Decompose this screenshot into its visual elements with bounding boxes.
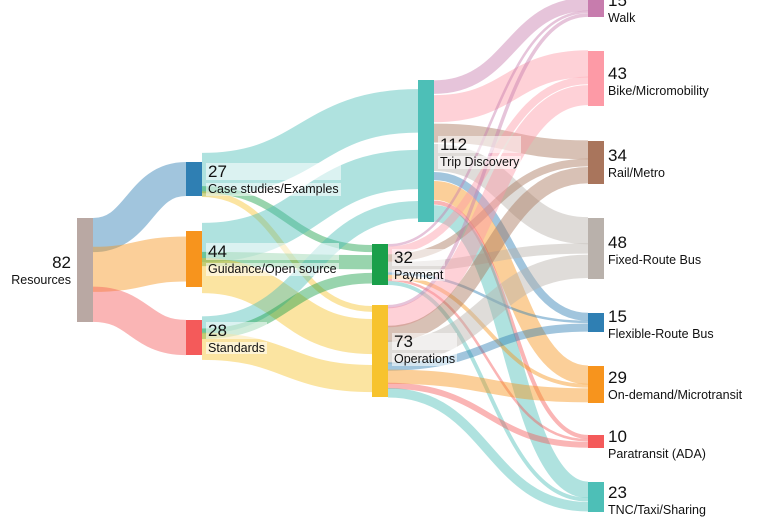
node-name: Bike/Micromobility	[608, 84, 709, 98]
node-bar-fixed[interactable]	[588, 218, 604, 279]
node-name: Trip Discovery	[438, 155, 522, 169]
sankey-link-trip-tnc	[432, 205, 590, 499]
node-name: Flexible-Route Bus	[608, 327, 714, 341]
node-label-fixed: 48 Fixed-Route Bus	[608, 234, 701, 267]
node-bar-trip[interactable]	[418, 80, 434, 222]
node-value: 34	[608, 146, 627, 165]
node-bar-ondemand[interactable]	[588, 366, 604, 403]
sankey-link-trip-walk	[433, 0, 589, 94]
node-bar-rail[interactable]	[588, 141, 604, 184]
node-name: Rail/Metro	[608, 166, 665, 180]
node-bar-bike[interactable]	[588, 51, 604, 106]
sankey-link-operations-bike	[387, 85, 589, 328]
node-bar-payment[interactable]	[372, 244, 388, 285]
node-value: 23	[608, 483, 627, 502]
sankey-link-resources-guidance	[92, 236, 187, 292]
sankey-link-trip-bike	[433, 50, 589, 123]
sankey-link-guidance-trip	[201, 149, 419, 263]
node-label-trip: 112 Trip Discovery	[438, 136, 522, 169]
sankey-link-resources-case	[91, 161, 188, 253]
node-bar-case[interactable]	[186, 162, 202, 196]
sankey-link-payment-para	[387, 278, 589, 442]
node-bar-standards[interactable]	[186, 320, 202, 355]
node-label-standards: 28 Standards	[206, 321, 267, 355]
sankey-link-trip-flex	[433, 172, 589, 321]
node-name: Payment	[392, 267, 446, 282]
node-value: 28	[206, 321, 267, 339]
node-name: Operations	[392, 352, 458, 366]
sankey-nodes	[77, 0, 604, 512]
sankey-link-operations-para	[387, 382, 589, 448]
node-label-flex: 15 Flexible-Route Bus	[608, 308, 714, 341]
node-value: 44	[206, 243, 339, 260]
sankey-link-trip-ondemand	[433, 180, 589, 385]
node-name: TNC/Taxi/Sharing	[608, 503, 706, 517]
node-label-case: 27 Case studies/Examples	[206, 163, 341, 196]
node-label-resources: 82 Resources	[11, 254, 71, 287]
node-value: 48	[608, 233, 627, 252]
node-name: Paratransit (ADA)	[608, 447, 706, 461]
node-label-ondemand: 29 On-demand/Microtransit	[608, 369, 742, 402]
node-value: 15	[608, 0, 627, 10]
sankey-link-operations-rail	[387, 166, 589, 343]
node-label-operations: 73 Operations	[392, 333, 458, 366]
sankey-link-payment-walk	[387, 10, 589, 247]
node-name: Standards	[206, 340, 267, 355]
node-name: Guidance/Open source	[206, 262, 339, 276]
sankey-links	[91, 0, 590, 512]
sankey-link-payment-tnc	[387, 281, 589, 502]
sankey-link-operations-tnc	[387, 387, 589, 512]
node-bar-guidance[interactable]	[186, 231, 202, 287]
node-label-bike: 43 Bike/Micromobility	[608, 65, 709, 98]
node-label-para: 10 Paratransit (ADA)	[608, 428, 706, 461]
node-value: 10	[608, 427, 627, 446]
sankey-link-payment-fixed	[387, 243, 589, 273]
sankey-link-operations-ondemand	[387, 369, 589, 403]
node-bar-walk[interactable]	[588, 0, 604, 17]
sankey-link-payment-ondemand	[387, 274, 589, 388]
node-bar-para[interactable]	[588, 435, 604, 448]
node-label-walk: 15 Walk	[608, 0, 635, 25]
sankey-link-trip-para	[433, 200, 589, 440]
node-bar-resources[interactable]	[77, 218, 93, 322]
node-label-guidance: 44 Guidance/Open source	[206, 243, 339, 276]
node-value: 43	[608, 64, 627, 83]
node-label-rail: 34 Rail/Metro	[608, 147, 665, 180]
node-name: Resources	[11, 273, 71, 287]
sankey-link-resources-standards	[92, 286, 187, 356]
node-name: Case studies/Examples	[206, 182, 341, 196]
node-label-payment: 32 Payment	[392, 248, 446, 282]
node-value: 73	[392, 333, 458, 350]
node-bar-flex[interactable]	[588, 313, 604, 332]
node-value: 27	[206, 163, 341, 180]
node-value: 29	[608, 368, 627, 387]
node-value: 32	[392, 248, 446, 266]
node-value: 112	[438, 136, 522, 153]
node-name: Fixed-Route Bus	[608, 253, 702, 267]
node-name: Walk	[608, 11, 636, 25]
node-bar-operations[interactable]	[372, 305, 388, 397]
node-name: On-demand/Microtransit	[608, 388, 743, 402]
node-value: 15	[608, 307, 627, 326]
sankey-link-guidance-operations	[201, 257, 373, 355]
node-value: 82	[52, 253, 71, 272]
node-bar-tnc[interactable]	[588, 482, 604, 512]
